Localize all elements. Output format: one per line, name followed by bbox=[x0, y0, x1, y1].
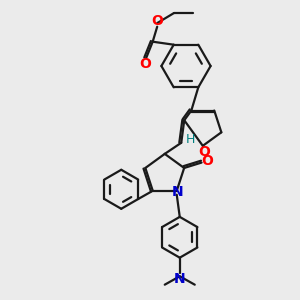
Text: O: O bbox=[198, 146, 210, 159]
Text: H: H bbox=[186, 133, 196, 146]
Text: N: N bbox=[174, 272, 186, 286]
Text: O: O bbox=[139, 57, 151, 71]
Text: N: N bbox=[172, 185, 183, 199]
Text: O: O bbox=[151, 14, 163, 28]
Text: O: O bbox=[201, 154, 213, 168]
